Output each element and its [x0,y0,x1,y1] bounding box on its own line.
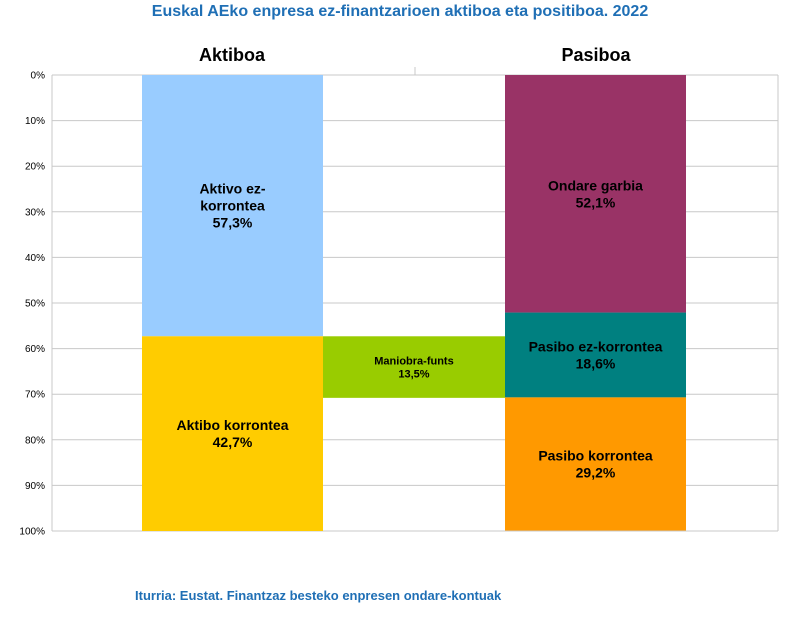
data-label: Maniobra-funts 13,5% [374,356,453,381]
y-tick-label: 50% [25,299,45,310]
chart-title: Euskal AEko enpresa ez-finantzarioen akt… [151,3,649,20]
column-headers: Aktiboa Pasiboa [199,45,632,65]
bar-segment [142,336,323,531]
bars [142,75,686,531]
y-tick-label: 80% [25,435,45,446]
bar-segment [505,75,686,313]
bar-segment [323,336,505,398]
data-label: Aktivo ez-korrontea 57,3% [199,181,265,231]
data-label: Aktibo korrontea 42,7% [176,417,288,450]
column-header: Aktiboa [199,45,266,65]
column-header: Pasiboa [561,45,631,65]
source-note: Iturria: Eustat. Finantzaz besteko enpre… [135,588,502,603]
bar-segment [505,397,686,531]
y-axis-ticks: 0% 10% 20% 30% 40% 50% 60% 70% 80% 90% 100% [19,71,45,538]
segment-labels: Aktivo ez-korrontea 57,3% Aktibo korrontea… [176,177,662,480]
y-tick-label: 100% [19,527,45,538]
y-tick-label: 70% [25,390,45,401]
y-tick-label: 20% [25,162,45,173]
y-tick-label: 30% [25,207,45,218]
data-label: Pasibo korrontea 29,2% [538,447,653,480]
y-tick-label: 60% [25,344,45,355]
data-label: Pasibo ez-korrontea 18,6% [529,338,663,371]
bar-segment [505,312,686,398]
y-tick-label: 90% [25,481,45,492]
y-tick-label: 10% [25,116,45,127]
data-label: Ondare garbia 52,1% [548,177,643,210]
y-tick-label: 40% [25,253,45,264]
bar-segment [142,75,323,337]
y-tick-label: 0% [31,71,46,82]
